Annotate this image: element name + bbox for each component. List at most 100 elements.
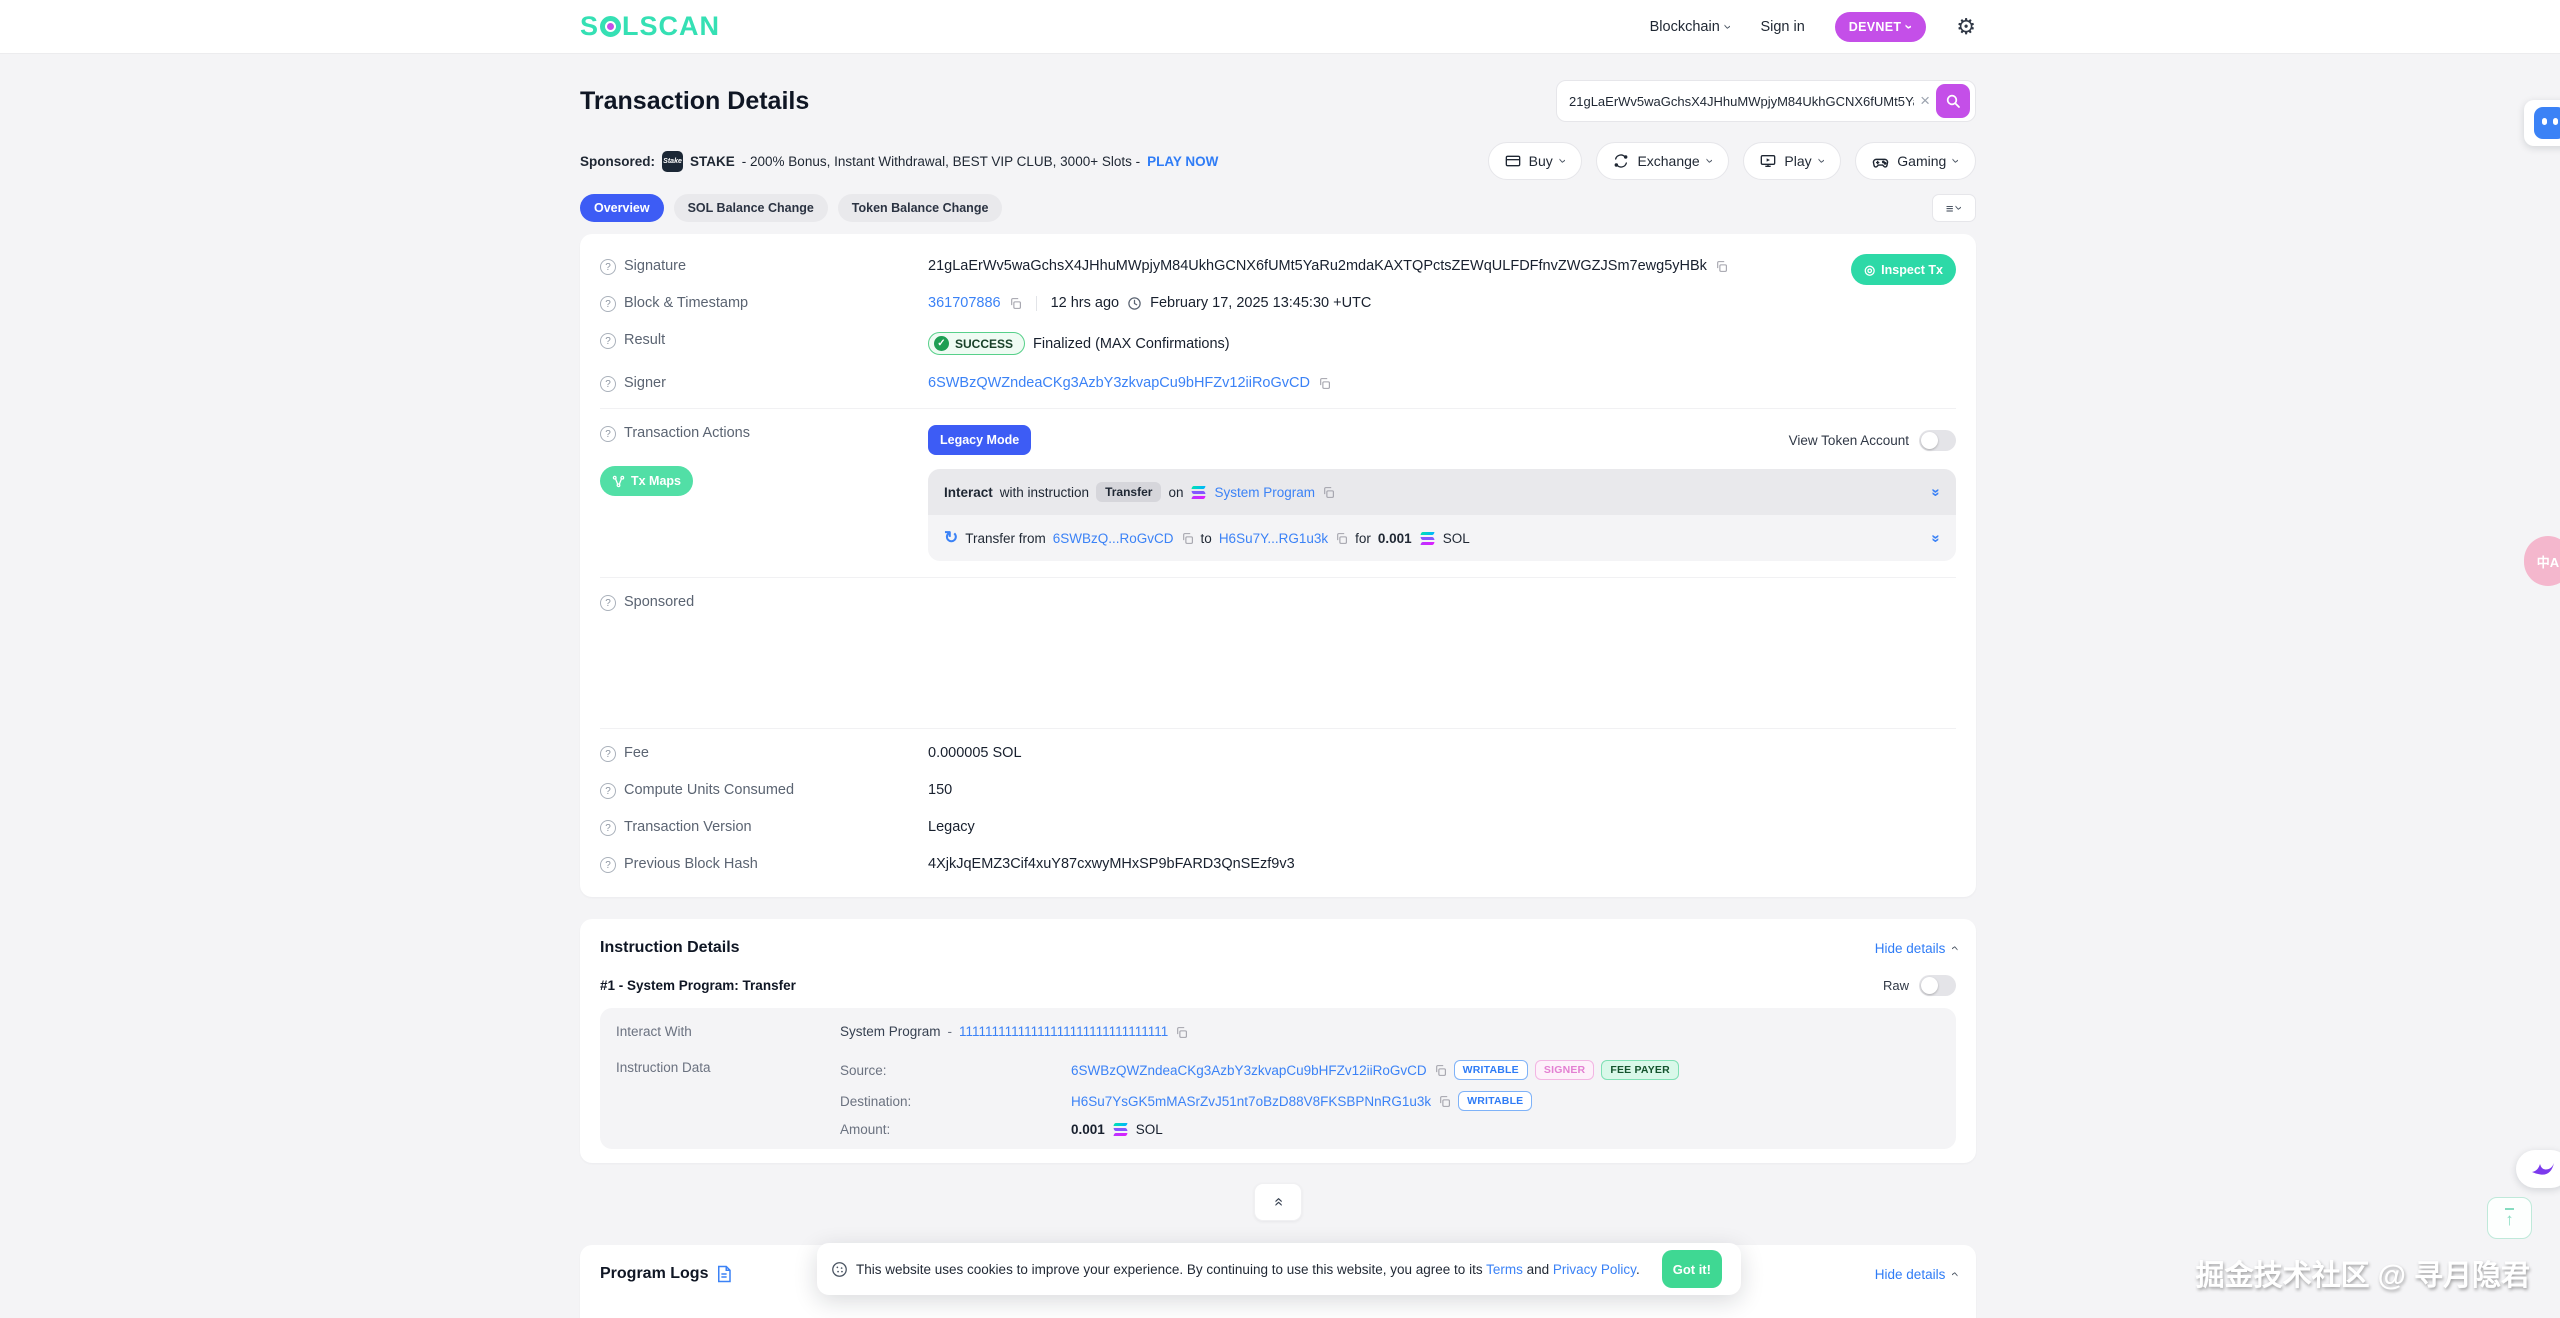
- instruction-heading: #1 - System Program: Transfer: [600, 978, 796, 993]
- copy-icon[interactable]: [1438, 1095, 1451, 1108]
- nav-blockchain-menu[interactable]: Blockchain ›: [1649, 18, 1736, 35]
- view-token-account-toggle[interactable]: [1919, 429, 1956, 451]
- block-timestamp-row: ? Block & Timestamp 361707886 12 hrs ago …: [600, 285, 1956, 322]
- tx-maps-button[interactable]: Tx Maps: [600, 466, 694, 496]
- chevron-down-icon: ›: [1702, 158, 1719, 164]
- nav-sign-in[interactable]: Sign in: [1760, 18, 1805, 35]
- bird-widget[interactable]: [2516, 1150, 2560, 1188]
- cookie-icon: [832, 1261, 847, 1277]
- instruction-summary-box: Interact with instruction Transfer on Sy…: [928, 469, 1956, 561]
- gear-icon[interactable]: ⚙: [1956, 13, 1976, 39]
- collapse-section-button[interactable]: «: [1254, 1183, 1302, 1221]
- transfer-source-link[interactable]: 6SWBzQ...RoGvCD: [1052, 530, 1174, 546]
- signer-address-link[interactable]: 6SWBzQWZndeaCKg3AzbY3zkvapCu9bHFZv12iiRo…: [928, 375, 1310, 391]
- tab-overview[interactable]: Overview: [580, 194, 664, 222]
- instruction-details-title: Instruction Details: [600, 939, 740, 956]
- copy-icon[interactable]: [1715, 260, 1728, 273]
- sponsor-brand[interactable]: STAKE: [690, 153, 735, 169]
- destination-address-link[interactable]: H6Su7YsGK5mMASrZvJ51nt7oBzD88V8FKSBPNnRG…: [1071, 1093, 1432, 1109]
- inspect-tx-button[interactable]: ◎ Inspect Tx: [1851, 254, 1956, 285]
- layout-options-button[interactable]: ≡ ›: [1932, 194, 1976, 222]
- legacy-mode-button[interactable]: Legacy Mode: [928, 425, 1032, 455]
- block-slot-link[interactable]: 361707886: [928, 295, 1001, 311]
- accept-cookies-button[interactable]: Got it!: [1661, 1250, 1722, 1288]
- chat-assistant-widget[interactable]: [2524, 100, 2560, 146]
- copy-icon[interactable]: [1434, 1064, 1447, 1077]
- expand-chevron-icon[interactable]: »: [1927, 487, 1945, 497]
- sponsored-ad-row: ? Sponsored: [600, 584, 1956, 722]
- check-icon: ✓: [934, 336, 949, 351]
- chevron-down-icon: ›: [1948, 158, 1965, 164]
- hide-details-label: Hide details: [1874, 1266, 1946, 1282]
- program-address-link[interactable]: 11111111111111111111111111111111: [959, 1024, 1169, 1039]
- divider: [1035, 295, 1037, 311]
- cookie-message: This website uses cookies to improve you…: [856, 1262, 1640, 1277]
- chevron-down-icon: ›: [1901, 24, 1918, 29]
- previous-block-hash-label: Previous Block Hash: [624, 856, 758, 872]
- copy-icon[interactable]: [1335, 532, 1348, 545]
- raw-toggle[interactable]: [1919, 975, 1956, 996]
- writable-badge: WRITABLE: [1453, 1060, 1528, 1080]
- tab-sol-balance-change[interactable]: SOL Balance Change: [673, 194, 828, 222]
- expand-chevron-icon[interactable]: »: [1927, 533, 1945, 543]
- result-label: Result: [624, 332, 666, 348]
- fee-row: ? Fee 0.000005 SOL: [600, 735, 1956, 772]
- stake-brand-icon[interactable]: Stake: [662, 150, 684, 172]
- instruction-data-label: Instruction Data: [616, 1060, 711, 1075]
- search-icon: [1946, 94, 1960, 108]
- block-age: 12 hrs ago: [1050, 295, 1120, 311]
- gaming-menu-button[interactable]: Gaming ›: [1855, 142, 1976, 180]
- solscan-logo[interactable]: S LSCAN: [580, 11, 720, 42]
- copy-icon[interactable]: [1175, 1026, 1188, 1039]
- transfer-summary-row: ↻ Transfer from 6SWBzQ...RoGvCD to H6Su7…: [928, 515, 1956, 561]
- status-text: SUCCESS: [955, 336, 1014, 351]
- transfer-destination-link[interactable]: H6Su7Y...RG1u3k: [1218, 530, 1329, 546]
- clear-search-icon[interactable]: ×: [1920, 91, 1930, 110]
- copy-icon[interactable]: [1009, 297, 1022, 310]
- play-menu-button[interactable]: Play ›: [1743, 142, 1842, 180]
- help-icon: ?: [600, 296, 616, 312]
- translate-widget[interactable]: 中A: [2524, 536, 2560, 586]
- transaction-version-label: Transaction Version: [624, 819, 752, 835]
- hide-details-link[interactable]: Hide details ›: [1875, 941, 1962, 956]
- dash-separator: -: [947, 1024, 953, 1039]
- sponsored-row-label: Sponsored: [624, 594, 695, 610]
- nav-blockchain-label: Blockchain: [1649, 18, 1720, 35]
- chevron-down-icon: ›: [1555, 158, 1572, 164]
- interact-with-row: Interact With System Program - 111111111…: [600, 1014, 1956, 1050]
- logo-text-prefix: S: [580, 11, 600, 41]
- tab-token-balance-change[interactable]: Token Balance Change: [837, 194, 1003, 222]
- sponsor-cta-link[interactable]: PLAY NOW: [1147, 153, 1219, 169]
- copy-icon[interactable]: [1322, 486, 1335, 499]
- copy-icon[interactable]: [1318, 377, 1331, 390]
- network-selector-button[interactable]: DEVNET ›: [1834, 11, 1927, 42]
- result-row: ? Result ✓ SUCCESS Finalized (MAX Confirm…: [600, 322, 1956, 365]
- signature-label: Signature: [624, 258, 687, 274]
- with-instruction-text: with instruction: [999, 484, 1090, 500]
- help-icon: ?: [600, 783, 616, 799]
- action-menus: Buy › Exchange › Play › Gaming ›: [1487, 142, 1976, 180]
- terms-link[interactable]: Terms: [1486, 1261, 1523, 1277]
- transaction-actions-label: Transaction Actions: [624, 425, 750, 441]
- eye-icon: ◎: [1864, 263, 1876, 277]
- system-program-link[interactable]: System Program: [1214, 484, 1315, 500]
- sponsored-ad-slot: [928, 594, 1956, 712]
- copy-icon[interactable]: [1181, 532, 1194, 545]
- signer-label: Signer: [624, 375, 666, 391]
- transfer-amount: 0.001: [1377, 530, 1412, 546]
- help-icon: ?: [600, 746, 616, 762]
- chevron-up-icon: ›: [1945, 1271, 1962, 1277]
- exchange-menu-button[interactable]: Exchange ›: [1596, 142, 1730, 180]
- top-nav-links: Blockchain › Sign in DEVNET › ⚙: [1649, 11, 1976, 42]
- hide-details-link[interactable]: Hide details ›: [1874, 1266, 1962, 1282]
- search-button[interactable]: [1936, 84, 1970, 118]
- monitor-play-icon: [1761, 155, 1776, 167]
- transfer-token: SOL: [1442, 530, 1470, 546]
- privacy-policy-link[interactable]: Privacy Policy: [1552, 1261, 1636, 1277]
- source-address-link[interactable]: 6SWBzQWZndeaCKg3AzbY3zkvapCu9bHFZv12iiRo…: [1071, 1062, 1427, 1078]
- back-to-top-button[interactable]: ↑: [2487, 1197, 2532, 1239]
- buy-menu-button[interactable]: Buy ›: [1487, 142, 1583, 180]
- solana-logo-icon: [1112, 1123, 1128, 1136]
- source-label: Source:: [840, 1062, 887, 1078]
- search-input[interactable]: [1569, 93, 1915, 109]
